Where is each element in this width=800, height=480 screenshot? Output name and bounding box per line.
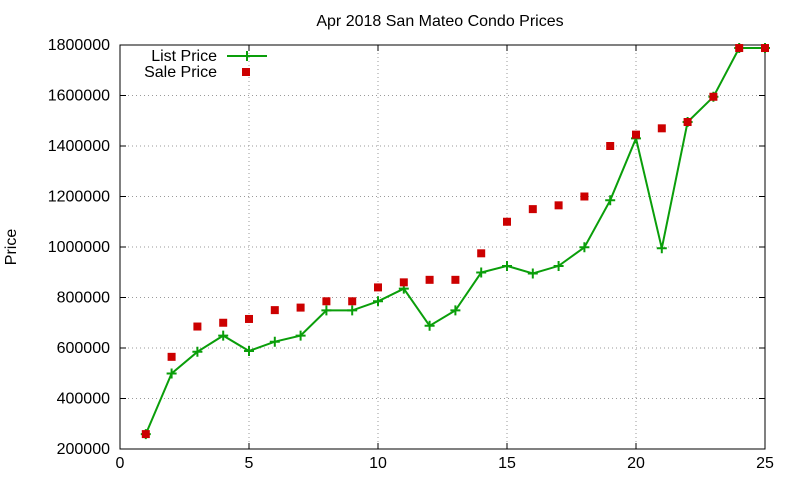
data-point-sale-price [477, 249, 486, 258]
data-point-list-price [502, 260, 512, 271]
data-point-sale-price [245, 314, 253, 323]
data-point-sale-price [374, 283, 382, 292]
y-tick-label: 800000 [57, 290, 110, 307]
data-point-list-price [553, 260, 564, 271]
data-point-list-price [373, 296, 383, 307]
data-point-sale-price [296, 303, 305, 312]
data-point-list-price [321, 305, 332, 316]
x-tick-label: 20 [627, 455, 645, 472]
data-point-sale-price [503, 217, 511, 226]
data-point-list-price [527, 268, 538, 279]
data-point-list-price [166, 368, 177, 379]
legend-label-list-price: List Price [151, 48, 217, 65]
data-point-sale-price [709, 92, 718, 101]
data-point-list-price [218, 330, 229, 341]
data-point-sale-price [193, 322, 202, 331]
chart-title: Apr 2018 San Mateo Condo Prices [316, 13, 563, 30]
x-tick-label: 10 [369, 455, 387, 472]
data-point-list-price [424, 320, 435, 331]
data-point-list-price [605, 195, 616, 206]
x-tick-label: 25 [756, 455, 774, 472]
data-point-sale-price [399, 278, 408, 287]
x-tick-label: 15 [498, 455, 516, 472]
gridlines [120, 45, 765, 449]
x-tick-label: 5 [245, 455, 254, 472]
y-tick-label: 1600000 [48, 88, 110, 105]
data-point-list-price [450, 305, 461, 316]
data-point-sale-price [270, 306, 279, 315]
data-point-sale-price [606, 142, 615, 150]
data-point-list-price [579, 242, 590, 253]
data-point-sale-price [322, 297, 331, 306]
y-tick-label: 1000000 [48, 239, 110, 256]
data-point-sale-price [348, 297, 357, 306]
data-point-list-price [295, 330, 306, 341]
y-tick-label: 600000 [57, 340, 110, 357]
axis-ticks: 0 5 10 15 20 25 200000 400000 600000 800000 100000… [48, 37, 774, 472]
data-point-list-price [476, 267, 487, 278]
data-point-sale-price [451, 275, 460, 284]
data-point-list-price [192, 346, 203, 357]
data-point-sale-price [761, 44, 769, 53]
data-point-sale-price [554, 201, 563, 210]
y-axis-label: Price [3, 229, 20, 266]
data-point-sale-price [735, 44, 744, 53]
data-point-sale-price [528, 205, 537, 214]
legend: List Price Sale Price [144, 48, 267, 81]
data-series [140, 43, 770, 440]
data-point-sale-price [141, 430, 150, 439]
legend-marker-sale-price [242, 68, 250, 76]
legend-label-sale-price: Sale Price [144, 64, 217, 81]
data-point-list-price [244, 346, 254, 357]
y-tick-label: 1200000 [48, 189, 110, 206]
data-point-sale-price [683, 118, 692, 127]
data-point-sale-price [425, 275, 434, 284]
data-point-list-price [347, 305, 358, 316]
x-tick-label: 0 [116, 455, 125, 472]
data-point-sale-price [632, 130, 640, 139]
data-point-list-price [656, 243, 667, 254]
data-point-sale-price [580, 192, 589, 201]
y-tick-label: 1400000 [48, 138, 110, 155]
y-tick-label: 200000 [57, 441, 110, 458]
y-tick-label: 1800000 [48, 37, 110, 54]
legend-marker-list-price [242, 51, 252, 61]
y-tick-label: 400000 [57, 391, 110, 408]
data-point-sale-price [219, 318, 228, 327]
data-point-sale-price [657, 124, 666, 133]
data-point-sale-price [167, 352, 176, 361]
data-point-list-price [269, 336, 280, 347]
series-line-list-price [144, 47, 765, 435]
